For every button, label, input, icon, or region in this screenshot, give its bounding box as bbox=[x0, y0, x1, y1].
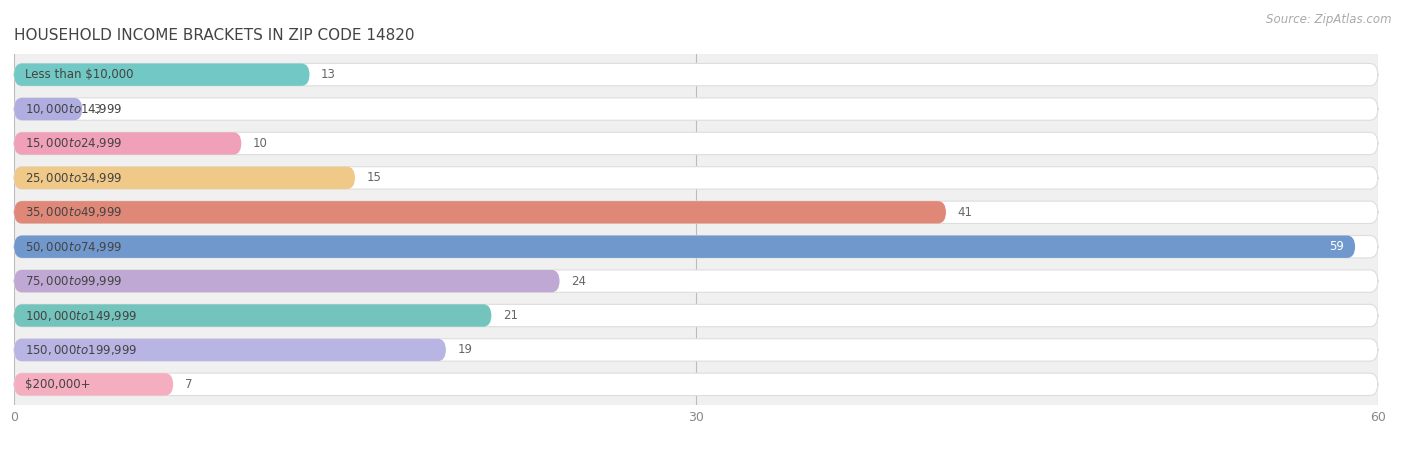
Text: $35,000 to $49,999: $35,000 to $49,999 bbox=[25, 205, 122, 219]
Text: $200,000+: $200,000+ bbox=[25, 378, 91, 391]
Text: Source: ZipAtlas.com: Source: ZipAtlas.com bbox=[1267, 14, 1392, 27]
Text: 41: 41 bbox=[957, 206, 973, 219]
FancyBboxPatch shape bbox=[14, 63, 1378, 86]
FancyBboxPatch shape bbox=[14, 132, 242, 155]
FancyBboxPatch shape bbox=[14, 304, 492, 327]
FancyBboxPatch shape bbox=[14, 304, 1378, 327]
Text: $25,000 to $34,999: $25,000 to $34,999 bbox=[25, 171, 122, 185]
FancyBboxPatch shape bbox=[14, 339, 1378, 361]
FancyBboxPatch shape bbox=[14, 98, 1378, 120]
FancyBboxPatch shape bbox=[14, 235, 1355, 258]
Text: 13: 13 bbox=[321, 68, 336, 81]
Text: $15,000 to $24,999: $15,000 to $24,999 bbox=[25, 136, 122, 150]
Text: Less than $10,000: Less than $10,000 bbox=[25, 68, 134, 81]
Text: HOUSEHOLD INCOME BRACKETS IN ZIP CODE 14820: HOUSEHOLD INCOME BRACKETS IN ZIP CODE 14… bbox=[14, 28, 415, 43]
FancyBboxPatch shape bbox=[14, 270, 1378, 292]
FancyBboxPatch shape bbox=[14, 98, 82, 120]
FancyBboxPatch shape bbox=[14, 201, 1378, 224]
FancyBboxPatch shape bbox=[14, 166, 1378, 189]
Text: 10: 10 bbox=[253, 137, 267, 150]
Text: 59: 59 bbox=[1329, 240, 1344, 253]
FancyBboxPatch shape bbox=[14, 132, 1378, 155]
Text: $100,000 to $149,999: $100,000 to $149,999 bbox=[25, 309, 138, 323]
Text: 7: 7 bbox=[184, 378, 193, 391]
FancyBboxPatch shape bbox=[14, 235, 1378, 258]
FancyBboxPatch shape bbox=[14, 201, 946, 224]
FancyBboxPatch shape bbox=[14, 373, 1378, 396]
Text: 15: 15 bbox=[367, 171, 381, 184]
Text: 19: 19 bbox=[457, 343, 472, 356]
Text: $10,000 to $14,999: $10,000 to $14,999 bbox=[25, 102, 122, 116]
Text: $75,000 to $99,999: $75,000 to $99,999 bbox=[25, 274, 122, 288]
FancyBboxPatch shape bbox=[14, 63, 309, 86]
FancyBboxPatch shape bbox=[14, 373, 173, 396]
Text: 24: 24 bbox=[571, 274, 586, 288]
FancyBboxPatch shape bbox=[14, 270, 560, 292]
FancyBboxPatch shape bbox=[14, 166, 354, 189]
Text: $50,000 to $74,999: $50,000 to $74,999 bbox=[25, 240, 122, 254]
Text: 21: 21 bbox=[503, 309, 517, 322]
Text: 3: 3 bbox=[94, 103, 101, 116]
Text: $150,000 to $199,999: $150,000 to $199,999 bbox=[25, 343, 138, 357]
FancyBboxPatch shape bbox=[14, 339, 446, 361]
